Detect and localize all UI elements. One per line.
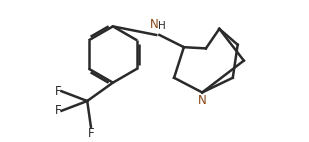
Text: N: N [150, 18, 158, 31]
Text: H: H [158, 21, 166, 31]
Text: F: F [87, 127, 94, 140]
Text: N: N [198, 94, 207, 107]
Text: F: F [55, 104, 61, 117]
Text: F: F [55, 85, 61, 98]
